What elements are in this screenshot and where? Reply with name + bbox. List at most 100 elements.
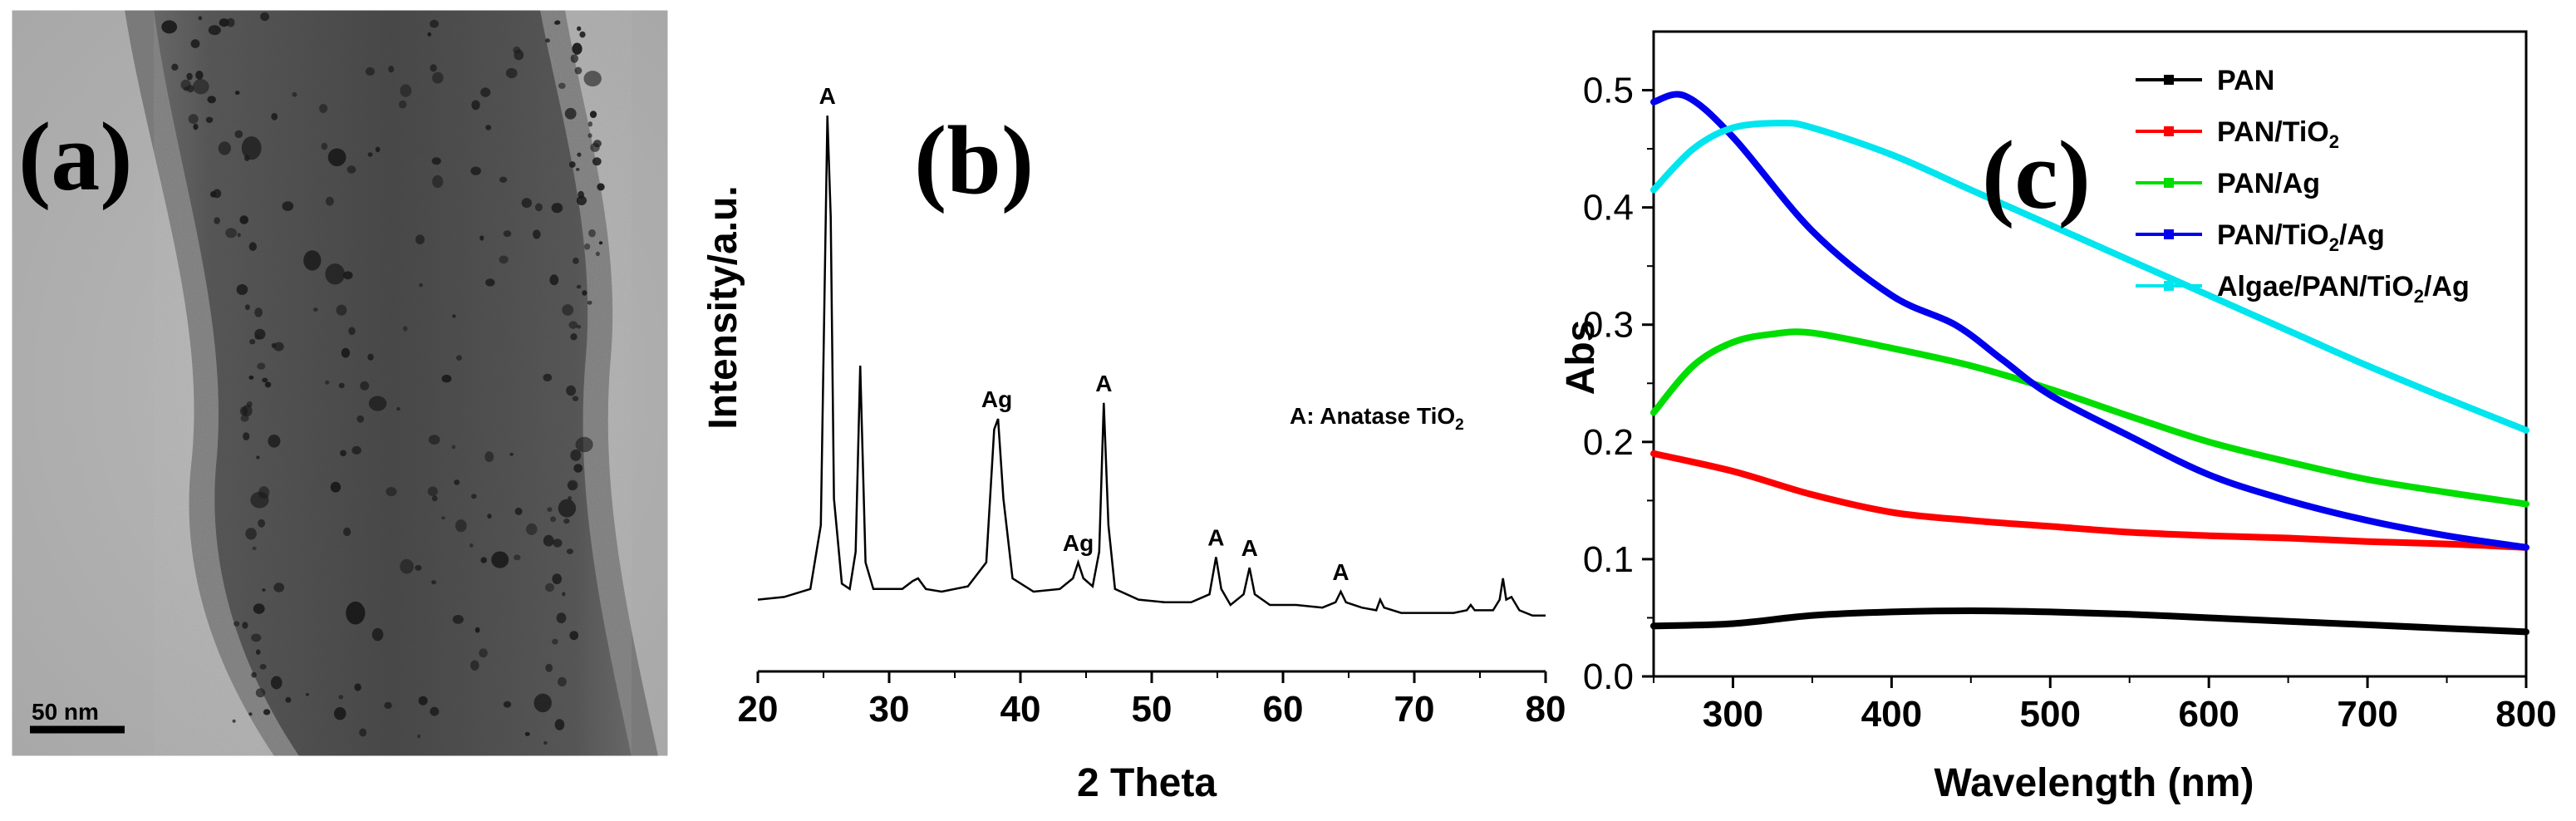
nanoparticle (225, 228, 237, 238)
nanoparticle (263, 709, 271, 715)
nanoparticle (577, 26, 582, 32)
nanoparticle (400, 84, 412, 97)
nanoparticle (574, 66, 583, 75)
nanoparticle (452, 615, 464, 624)
nanoparticle (388, 66, 395, 73)
nanoparticle (213, 189, 222, 199)
nanoparticle (239, 215, 249, 224)
xrd-x-tick-label: 80 (1526, 689, 1566, 730)
panel-b-label: (b) (914, 106, 1034, 214)
nanoparticle (285, 696, 292, 703)
nanoparticle (573, 464, 583, 473)
nanoparticles (161, 12, 605, 745)
nanoparticle (325, 263, 346, 285)
nanoparticle (430, 64, 437, 72)
nanoparticle (359, 728, 367, 737)
nanoparticle (271, 112, 278, 120)
abs-x-tick-label: 500 (2020, 694, 2081, 735)
nanoparticle (589, 111, 597, 119)
abs-series-lines (1650, 91, 2529, 636)
nanoparticle (262, 377, 268, 383)
nanoparticle (526, 523, 538, 535)
nanoparticle (161, 20, 178, 34)
xrd-x-axis-label: 2 Theta (1077, 761, 1217, 805)
nanoparticle (455, 519, 467, 533)
xrd-x-tick-label: 20 (738, 689, 779, 730)
abs-series-line (1650, 120, 2529, 434)
abs-y-tick-label: 0.5 (1583, 71, 1634, 111)
nanoparticle (243, 432, 250, 440)
nanoparticle (566, 385, 576, 396)
abs-y-tick-label: 0.1 (1583, 539, 1634, 580)
nanoparticle (534, 203, 543, 212)
nanoparticle (514, 554, 521, 561)
nanoparticle (273, 583, 285, 592)
nanoparticle (384, 701, 392, 710)
legend-swatch-marker (2164, 126, 2174, 136)
legend-entry-text: PAN/Ag (2217, 168, 2320, 199)
nanoparticle (570, 54, 578, 63)
nanoparticle (259, 664, 267, 670)
nanoparticle (578, 190, 584, 199)
nanoparticle (577, 152, 582, 157)
nanoparticle (338, 695, 344, 700)
nanoparticle (572, 42, 583, 55)
nanoparticle (562, 592, 566, 597)
nanoparticle (245, 528, 257, 540)
legend-entry-label: PAN/Ag (2217, 168, 2320, 199)
nanoparticle (282, 201, 294, 212)
xrd-x-tick-label: 40 (1000, 689, 1041, 730)
legend-swatch-marker (2164, 229, 2174, 239)
legend-entry-text: Algae/PAN/TiO (2217, 271, 2414, 302)
nanoparticle (254, 307, 263, 317)
nanoparticle (244, 155, 250, 161)
nanoparticle (240, 415, 249, 422)
nanoparticle (198, 16, 203, 21)
nanoparticle (341, 347, 351, 358)
nanoparticle (338, 382, 345, 389)
nanoparticle (587, 300, 592, 305)
legend-entry-label: PAN (2217, 65, 2274, 96)
legend-entry-label: Algae/PAN/TiO2/Ag (2217, 271, 2470, 307)
scale-bar-label: 50 nm (32, 699, 99, 725)
nanoparticle (251, 633, 262, 642)
xrd-y-axis-label: Intensity/a.u. (701, 185, 745, 429)
nanoparticle (252, 546, 257, 551)
nanoparticle (226, 17, 235, 27)
nanoparticle (499, 176, 508, 183)
nanoparticle (195, 71, 204, 80)
nanoparticle (579, 31, 586, 38)
xrd-peak-label: A (1241, 535, 1258, 561)
nanoparticle (251, 671, 257, 678)
xrd-peak-label: A (1332, 559, 1349, 585)
nanoparticle (351, 445, 361, 455)
nanoparticle (513, 47, 521, 54)
nanoparticle (545, 38, 550, 43)
nanoparticle (570, 333, 578, 341)
nanoparticle (356, 415, 365, 423)
legend-entry-text: PAN (2217, 65, 2274, 96)
nanoparticle (234, 621, 240, 627)
nanoparticle (417, 735, 421, 739)
nanoparticle (250, 491, 269, 509)
legend-entry-subscript: 2 (2329, 131, 2339, 152)
nanoparticle (400, 558, 414, 574)
nanoparticle (260, 12, 270, 22)
nanoparticle (552, 573, 562, 585)
nanoparticle (312, 307, 318, 312)
nanoparticle (354, 683, 361, 691)
nanoparticle (190, 39, 200, 48)
nanoparticle (262, 588, 266, 592)
nanoparticle (543, 373, 553, 381)
nanoparticle (441, 516, 445, 520)
nanoparticle (454, 479, 460, 485)
nanoparticle (487, 514, 492, 519)
nanoparticle (563, 518, 570, 524)
nanoparticle (343, 527, 351, 537)
nanoparticle (550, 516, 557, 523)
nanoparticle (218, 141, 231, 155)
nanoparticle (552, 638, 558, 645)
abs-x-tick-label: 800 (2495, 694, 2556, 735)
nanoparticle (431, 495, 438, 502)
abs-y-tick-label: 0.3 (1583, 305, 1634, 346)
